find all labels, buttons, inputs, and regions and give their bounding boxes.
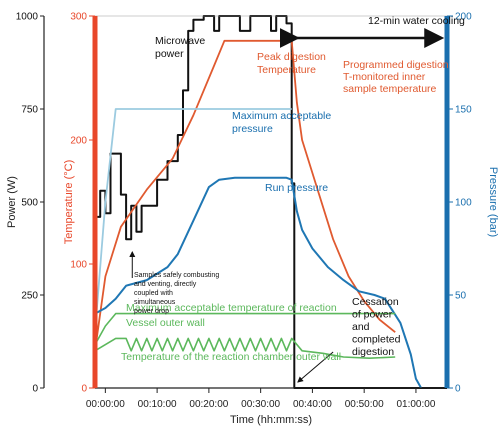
annotation-max-reaction-temp: Maximum acceptable temperature of reacti… [126,302,337,314]
x-tick-label: 00:20:00 [189,399,228,410]
power-tick-label: 500 [21,198,38,209]
x-tick-label: 00:50:00 [345,399,384,410]
pressure-tick-label: 50 [455,291,467,302]
series-pressure-line [94,176,422,389]
x-axis-label: Time (hh:mm:ss) [230,414,312,426]
power-axis-label: Power (W) [6,176,18,228]
power-tick-label: 250 [21,291,38,302]
annotation-microwave-power: Microwave power [155,35,205,60]
series-max-pressure-line [94,108,292,333]
annotation-reaction-chamber-wall: Temperature of the reaction chamber oute… [121,351,341,363]
power-tick-label: 750 [21,105,38,116]
pressure-tick-label: 200 [455,12,472,23]
pressure-tick-label: 100 [455,198,472,209]
pressure-tick-label: 0 [455,384,461,395]
x-tick-label: 00:30:00 [241,399,280,410]
temperature-tick-label: 0 [81,384,87,395]
annotation-vessel-outer-wall: Vessel outer wall [126,317,205,329]
annotation-water-cooling: 12-min water cooling [368,15,465,27]
pressure-tick-label: 150 [455,105,472,116]
series-vessel-wall-line [94,337,396,359]
series-temperature-line [94,39,396,351]
cessation-arrow [297,351,334,383]
series-reaction-temp-line [94,312,396,345]
annotation-cessation: Cessation of power and completed digestion [352,296,401,358]
annotation-max-pressure: Maximum acceptable pressure [232,110,331,135]
annotation-samples-note: Samples safely combusting and venting, di… [134,272,219,315]
annotation-run-pressure: Run pressure [265,182,328,194]
pressure-axis-label: Pressure (bar) [487,167,499,237]
power-tick-label: 0 [32,384,38,395]
x-tick-label: 00:10:00 [138,399,177,410]
annotation-programmed-digestion: Programmed digestion T-monitored inner sam… [343,59,449,95]
annotation-peak-digestion: Peak digestion Temperature [257,51,326,76]
x-tick-label: 00:00:00 [86,399,125,410]
temperature-tick-label: 100 [70,260,87,271]
x-tick-label: 00:40:00 [293,399,332,410]
x-tick-label: 01:00:00 [396,399,435,410]
temperature-axis-label: Temperature (°C) [63,160,75,244]
power-tick-label: 1000 [16,12,39,23]
temperature-tick-label: 200 [70,136,87,147]
series-power-line [95,15,447,389]
temperature-tick-label: 300 [70,12,87,23]
